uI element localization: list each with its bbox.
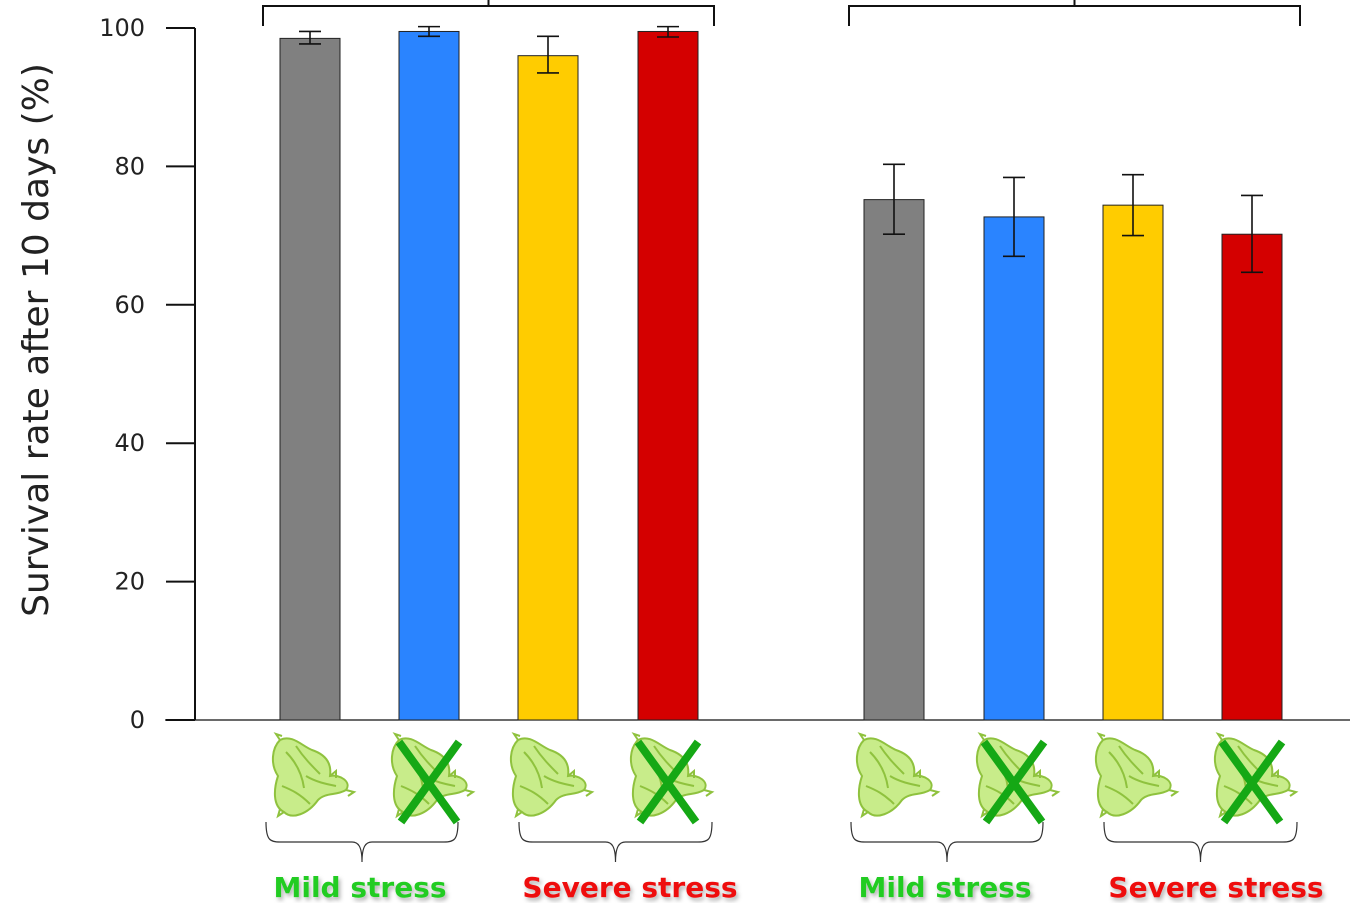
cross-mark-icon: [980, 739, 1048, 825]
plant-icons: [272, 732, 1299, 825]
plant-crossed-icon: [1214, 732, 1299, 825]
y-tick-label: 100: [99, 14, 145, 42]
bar: [983, 216, 1045, 721]
group-label: Mild stress: [273, 871, 446, 903]
group-brace: [1103, 821, 1298, 863]
error-bar: [299, 30, 321, 45]
error-bar: [537, 35, 559, 74]
error-bar: [883, 163, 905, 236]
plant-icon: [856, 732, 941, 819]
group-brace: [518, 821, 713, 863]
plant-icon: [510, 732, 595, 819]
cross-mark-icon: [1218, 739, 1286, 825]
bar: [398, 30, 460, 721]
y-axis-label: Survival rate after 10 days (%): [16, 63, 57, 617]
group-label: Severe stress: [522, 871, 737, 903]
plant-crossed-icon: [391, 732, 476, 825]
bar: [637, 30, 699, 721]
error-bar: [1003, 176, 1025, 258]
group-label: Mild stress: [858, 871, 1031, 903]
plant-icon: [1095, 732, 1180, 819]
plant-crossed-icon: [630, 732, 715, 825]
y-tick-label: 40: [114, 429, 145, 457]
top-bracket: [262, 0, 715, 26]
bar: [517, 55, 579, 721]
y-tick-label: 0: [130, 706, 145, 734]
group-brace: [265, 821, 459, 863]
error-bars: [299, 25, 1263, 274]
y-tick-label: 20: [114, 568, 145, 596]
cross-mark-icon: [634, 739, 702, 825]
error-bar: [1122, 173, 1144, 237]
y-tick-label: 80: [114, 152, 145, 180]
group-labels: Mild stress Severe stress Mild stress Sever…: [273, 871, 1323, 903]
plant-crossed-icon: [976, 732, 1061, 825]
y-tick-label: 60: [114, 291, 145, 319]
top-bracket: [848, 0, 1301, 26]
group-brace: [850, 821, 1044, 863]
top-brackets: [262, 0, 1301, 26]
bar: [1221, 233, 1283, 721]
error-bar: [418, 25, 440, 38]
bottom-braces: [265, 821, 1298, 863]
bar: [1102, 204, 1164, 721]
error-bar: [1241, 194, 1263, 274]
group-label: Severe stress: [1108, 871, 1323, 903]
bar: [863, 199, 925, 721]
plant-icon: [272, 732, 357, 819]
error-bar: [657, 25, 679, 38]
cross-mark-icon: [395, 739, 463, 825]
axes: 0 20 40 60 80 100: [99, 14, 1350, 734]
bars: [279, 30, 1283, 721]
bar: [279, 37, 341, 721]
